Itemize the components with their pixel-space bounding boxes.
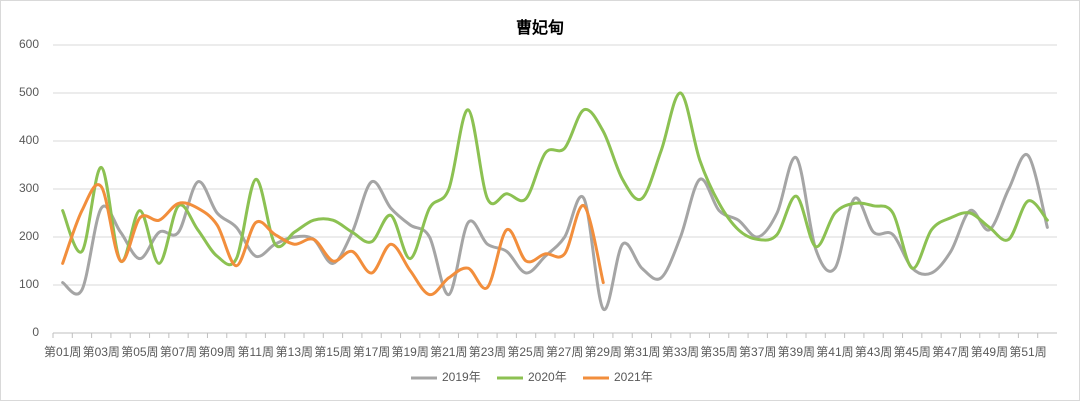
series-line [61, 152, 1049, 311]
x-tick-label: 第33周 [662, 345, 699, 359]
x-tick-label: 第03周 [83, 345, 120, 359]
y-tick-label: 400 [19, 133, 39, 147]
x-tick-label: 第37周 [739, 345, 776, 359]
x-tick-label: 第25周 [507, 345, 544, 359]
y-tick-label: 600 [19, 37, 39, 51]
chart-title: 曹妃甸 [516, 18, 564, 37]
x-tick-label: 第31周 [623, 345, 660, 359]
legend-label: 2020年 [528, 370, 567, 384]
x-tick-label: 第45周 [894, 345, 931, 359]
x-tick-label: 第01周 [44, 345, 81, 359]
x-tick-label: 第13周 [276, 345, 313, 359]
x-tick-label: 第21周 [430, 345, 467, 359]
x-tick-label: 第39周 [778, 345, 815, 359]
x-tick-label: 第49周 [971, 345, 1008, 359]
series-line [61, 91, 1049, 270]
x-tick-label: 第19周 [392, 345, 429, 359]
x-tick-label: 第11周 [237, 345, 273, 359]
legend-label: 2019年 [442, 370, 481, 384]
x-tick-label: 第09周 [198, 345, 235, 359]
legend-label: 2021年 [614, 370, 653, 384]
x-tick-label: 第23周 [469, 345, 506, 359]
x-tick-label: 第17周 [353, 345, 390, 359]
x-tick-label: 第05周 [121, 345, 158, 359]
y-tick-label: 200 [19, 229, 39, 243]
y-tick-label: 500 [19, 85, 39, 99]
x-tick-label: 第47周 [932, 345, 969, 359]
y-tick-label: 300 [19, 181, 39, 195]
x-tick-label: 第41周 [816, 345, 853, 359]
x-tick-label: 第07周 [160, 345, 197, 359]
x-tick-label: 第15周 [314, 345, 351, 359]
series-line [61, 183, 605, 297]
x-tick-label: 第27周 [546, 345, 583, 359]
x-tick-label: 第43周 [855, 345, 892, 359]
x-tick-label: 第35周 [700, 345, 737, 359]
x-tick-label: 第51周 [1009, 345, 1046, 359]
y-tick-label: 0 [32, 325, 39, 339]
x-tick-label: 第29周 [585, 345, 622, 359]
y-tick-label: 100 [19, 277, 39, 291]
